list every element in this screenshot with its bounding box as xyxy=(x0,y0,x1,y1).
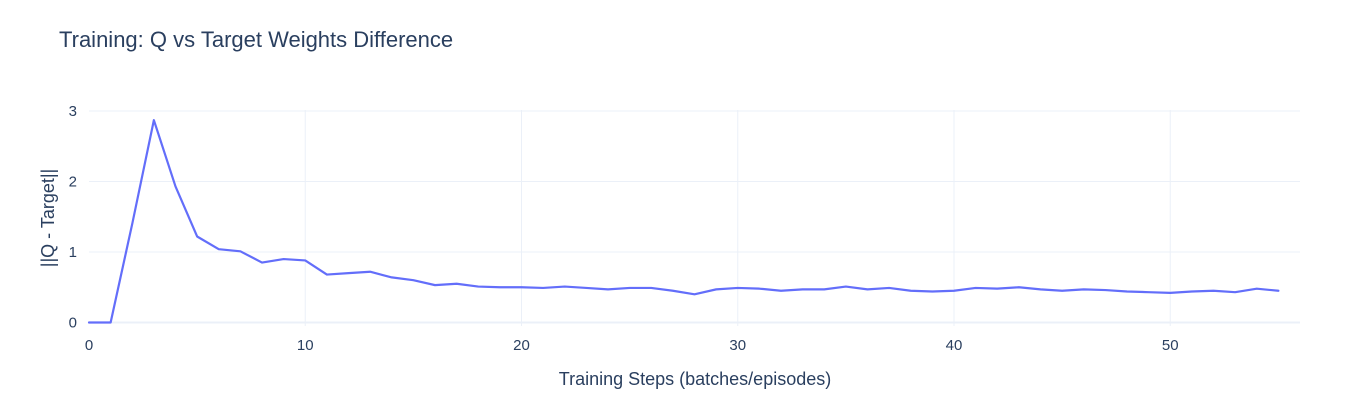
x-axis-title: Training Steps (batches/episodes) xyxy=(559,369,831,389)
x-tick-label: 0 xyxy=(85,337,93,354)
series-line xyxy=(87,119,1280,324)
y-tick-label: 0 xyxy=(69,315,77,332)
chart-title: Training: Q vs Target Weights Difference xyxy=(59,27,453,52)
y-tick-label: 2 xyxy=(69,174,77,191)
x-tick-label: 10 xyxy=(297,337,314,354)
gridlines xyxy=(89,110,1300,326)
y-tick-label: 3 xyxy=(69,103,77,120)
x-axis-ticks: 0 10 20 30 40 50 xyxy=(85,337,1179,354)
x-tick-label: 50 xyxy=(1162,337,1179,354)
x-tick-label: 40 xyxy=(946,337,963,354)
y-axis-ticks: 0 1 2 3 xyxy=(69,103,77,332)
series-layer xyxy=(87,119,1280,324)
y-axis-title: ||Q - Target|| xyxy=(38,169,58,267)
y-tick-label: 1 xyxy=(69,244,77,261)
x-tick-label: 30 xyxy=(729,337,746,354)
x-tick-label: 20 xyxy=(513,337,530,354)
